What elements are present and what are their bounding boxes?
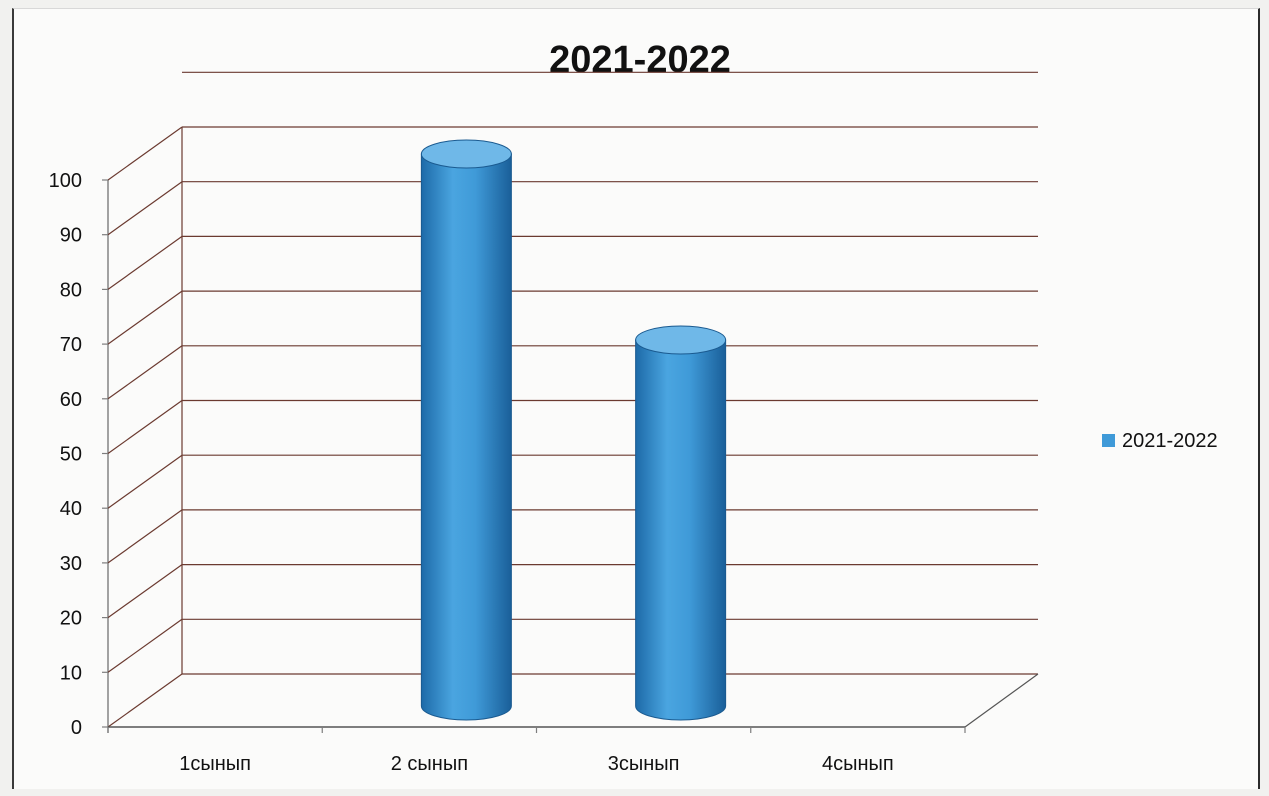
- x-axis-categories: 1сынып 2 сынып 3сынып 4сынып: [107, 727, 966, 775]
- gridline-side: [107, 290, 183, 345]
- y-axis-ticks: 0 10 20 30 40 50 60 70 80 90 100: [49, 170, 108, 739]
- x-category-label: 1сынып: [179, 753, 251, 775]
- y-tick-label: 50: [60, 444, 82, 466]
- gridline-side: [107, 509, 183, 564]
- gridline-side: [107, 673, 183, 728]
- bars: [420, 139, 727, 721]
- legend: 2021-2022: [1102, 430, 1218, 452]
- chart-title: 2021-2022: [549, 39, 731, 81]
- y-tick-label: 80: [60, 279, 82, 301]
- y-tick-label: 70: [60, 334, 82, 356]
- grid-layer: [107, 71, 1039, 733]
- bar-cylinder: [635, 325, 727, 721]
- bar-body: [420, 153, 512, 721]
- y-tick-label: 100: [49, 170, 82, 192]
- y-tick-label: 60: [60, 389, 82, 411]
- gridline-side: [107, 400, 183, 454]
- gridline-side: [107, 345, 183, 400]
- y-tick-label: 30: [60, 553, 82, 575]
- y-tick-label: 10: [60, 662, 82, 684]
- gridline-side: [107, 564, 183, 619]
- y-tick-label: 20: [60, 608, 82, 630]
- y-tick-label: 40: [60, 498, 82, 520]
- gridline-side: [107, 618, 183, 673]
- bar-top: [635, 325, 727, 355]
- gridline-side: [107, 181, 183, 236]
- legend-label: 2021-2022: [1122, 430, 1218, 452]
- y-tick-label: 90: [60, 225, 82, 247]
- gridline-side: [107, 454, 183, 509]
- legend-swatch: [1102, 434, 1115, 447]
- x-category-label: 4сынып: [822, 753, 894, 775]
- bar-top: [420, 139, 512, 169]
- x-category-label: 3сынып: [608, 753, 680, 775]
- gridline-side: [107, 126, 183, 181]
- floor-right-edge: [964, 673, 1039, 728]
- y-tick-label: 0: [71, 717, 82, 739]
- gridline-side: [107, 235, 183, 290]
- bar-body: [635, 339, 727, 721]
- x-category-label: 2 сынып: [391, 753, 468, 775]
- bar-cylinder: [420, 139, 512, 721]
